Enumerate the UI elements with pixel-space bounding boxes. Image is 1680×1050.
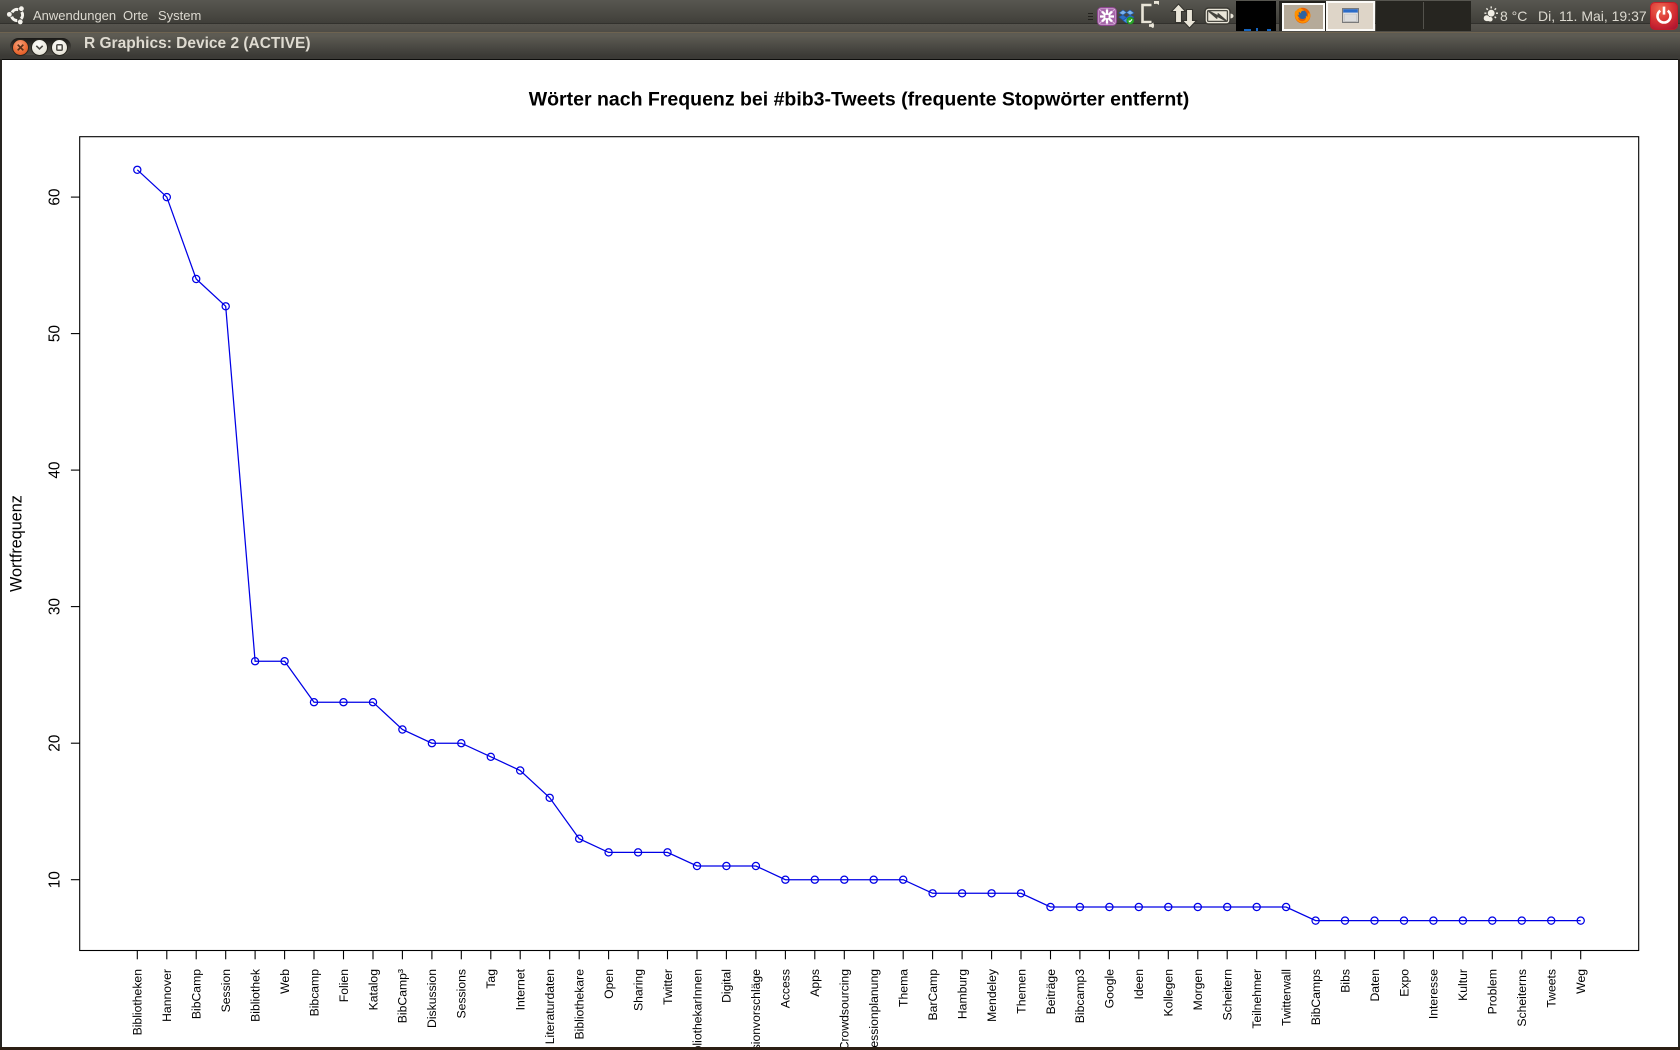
svg-text:30: 30 — [47, 598, 64, 615]
svg-text:Weg: Weg — [1574, 969, 1588, 994]
svg-text:Bibcamp3: Bibcamp3 — [1073, 969, 1087, 1023]
svg-text:Literaturdaten: Literaturdaten — [543, 969, 557, 1044]
svg-text:Google: Google — [1103, 969, 1117, 1009]
svg-text:Wörter nach Frequenz bei #bib3: Wörter nach Frequenz bei #bib3-Tweets (f… — [529, 89, 1190, 111]
svg-text:Kollegen: Kollegen — [1162, 969, 1176, 1016]
svg-text:Twitter: Twitter — [661, 969, 675, 1005]
svg-text:Ideen: Ideen — [1132, 969, 1146, 1000]
svg-text:Apps: Apps — [808, 969, 822, 997]
svg-text:Expo: Expo — [1397, 969, 1411, 997]
svg-text:40: 40 — [47, 462, 64, 479]
svg-text:Crowdsourcing: Crowdsourcing — [838, 969, 852, 1050]
svg-text:Diskussion: Diskussion — [425, 969, 439, 1028]
svg-text:Bibcamp: Bibcamp — [307, 969, 321, 1017]
svg-text:Open: Open — [602, 969, 616, 999]
svg-text:20: 20 — [47, 735, 64, 752]
svg-text:Morgen: Morgen — [1191, 969, 1205, 1010]
svg-text:Sessions: Sessions — [455, 969, 469, 1018]
svg-text:Bibliothek: Bibliothek — [248, 968, 262, 1022]
svg-text:Twitterwall: Twitterwall — [1279, 969, 1293, 1026]
svg-text:Access: Access — [779, 969, 793, 1008]
svg-text:Bibliotheken: Bibliotheken — [131, 969, 145, 1035]
svg-text:Daten: Daten — [1368, 969, 1382, 1002]
svg-text:Mendeley: Mendeley — [985, 968, 999, 1022]
svg-text:Problem: Problem — [1486, 969, 1500, 1014]
svg-text:sessionvorschläge: sessionvorschläge — [749, 969, 763, 1050]
svg-text:Hamburg: Hamburg — [955, 969, 969, 1019]
svg-text:BibCamps: BibCamps — [1309, 969, 1323, 1025]
svg-text:BibCamp: BibCamp — [190, 969, 204, 1019]
svg-text:Scheiterns: Scheiterns — [1515, 969, 1529, 1027]
svg-text:Bibliothekare: Bibliothekare — [573, 969, 587, 1040]
svg-text:Tweets: Tweets — [1545, 969, 1559, 1008]
svg-text:Web: Web — [278, 969, 292, 994]
svg-text:60: 60 — [47, 189, 64, 206]
svg-text:50: 50 — [47, 325, 64, 342]
svg-text:Thema: Thema — [897, 969, 911, 1007]
svg-text:Tag: Tag — [484, 969, 498, 989]
svg-text:Bibs: Bibs — [1338, 969, 1352, 993]
svg-text:Hannover: Hannover — [160, 969, 174, 1022]
svg-text:Katalog: Katalog — [366, 969, 380, 1010]
svg-text:Teilnehmer: Teilnehmer — [1250, 969, 1264, 1029]
svg-text:Scheitern: Scheitern — [1221, 969, 1235, 1021]
svg-text:Sharing: Sharing — [631, 969, 645, 1011]
svg-text:Themen: Themen — [1014, 969, 1028, 1014]
svg-text:BarCamp: BarCamp — [926, 969, 940, 1021]
svg-text:Digital: Digital — [720, 969, 734, 1003]
svg-text:Internet: Internet — [514, 968, 528, 1010]
svg-text:BibCamp³: BibCamp³ — [396, 969, 410, 1023]
svg-text:Session: Session — [219, 969, 233, 1012]
svg-text:Beiträge: Beiträge — [1044, 969, 1058, 1015]
svg-text:BibliothekarInnen: BibliothekarInnen — [690, 969, 704, 1050]
svg-text:Interesse: Interesse — [1427, 969, 1441, 1019]
svg-text:Kultur: Kultur — [1456, 969, 1470, 1001]
svg-text:sessionplanung: sessionplanung — [867, 969, 881, 1050]
svg-text:Folien: Folien — [337, 969, 351, 1002]
svg-text:Wortfrequenz: Wortfrequenz — [8, 495, 26, 592]
svg-text:10: 10 — [47, 871, 64, 888]
